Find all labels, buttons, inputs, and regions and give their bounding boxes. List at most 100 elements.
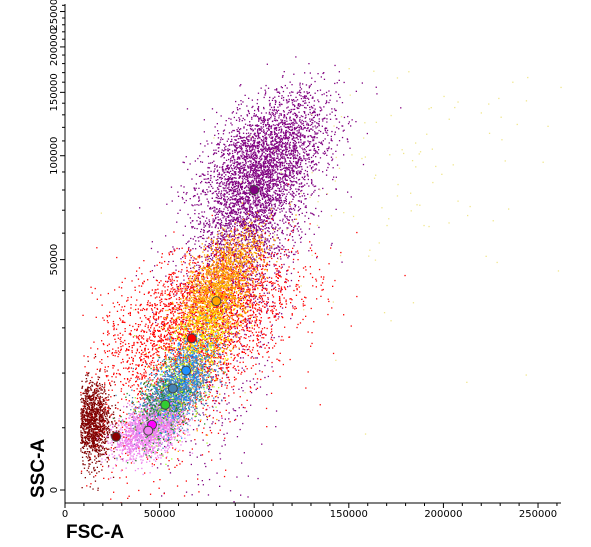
data-point [236, 415, 238, 417]
data-point [301, 147, 303, 149]
data-point [268, 241, 270, 243]
data-point [256, 170, 258, 172]
data-point [208, 230, 211, 232]
data-point [312, 166, 314, 168]
data-point [248, 148, 251, 150]
data-point [256, 177, 258, 179]
data-point [225, 224, 227, 227]
data-point [270, 117, 272, 119]
data-point [228, 249, 230, 251]
data-point [269, 171, 272, 174]
data-point [236, 188, 238, 190]
data-point [279, 163, 281, 165]
data-point [318, 195, 320, 197]
data-point [155, 321, 157, 324]
data-point [296, 154, 299, 156]
data-point [288, 123, 290, 125]
data-point [284, 132, 286, 134]
data-point [242, 216, 244, 218]
data-point [286, 102, 288, 104]
data-point [239, 162, 241, 165]
data-point [264, 215, 266, 217]
data-point [221, 214, 223, 216]
data-point [271, 167, 273, 169]
data-point [251, 182, 253, 184]
data-point [327, 134, 329, 136]
data-point [255, 230, 257, 232]
data-point [254, 134, 256, 136]
data-point [273, 110, 275, 112]
data-point [280, 205, 282, 207]
data-point [271, 120, 274, 123]
data-point [235, 180, 237, 182]
data-point [242, 297, 244, 300]
data-point [290, 119, 292, 122]
data-point [329, 118, 332, 120]
data-point [224, 199, 227, 201]
data-point [289, 216, 291, 218]
data-point [279, 158, 281, 160]
data-point [187, 213, 189, 216]
data-point [266, 159, 269, 161]
data-point [230, 278, 232, 280]
data-point [307, 123, 309, 125]
data-point [246, 196, 248, 198]
data-point [304, 141, 306, 143]
data-point [262, 191, 264, 193]
data-point [229, 220, 231, 223]
data-point [243, 127, 245, 129]
data-point [284, 123, 286, 126]
data-point [289, 285, 291, 287]
data-point [281, 146, 283, 148]
data-point [258, 182, 260, 184]
data-point [220, 178, 222, 180]
data-point [290, 122, 292, 124]
data-point [231, 249, 233, 252]
data-point [235, 190, 237, 193]
data-point [257, 217, 259, 219]
data-point [230, 229, 232, 231]
data-point [218, 367, 220, 369]
data-point [296, 228, 298, 230]
data-point [276, 126, 278, 129]
data-point [289, 111, 291, 114]
data-point [254, 221, 256, 223]
data-point [239, 263, 242, 265]
data-point [265, 256, 267, 259]
data-point [300, 141, 302, 143]
data-point [233, 210, 235, 212]
data-point [290, 181, 292, 183]
data-point [244, 159, 247, 162]
data-point [259, 210, 262, 212]
data-point [263, 130, 265, 132]
data-point [241, 172, 244, 174]
data-point [235, 168, 237, 170]
data-point [314, 131, 316, 133]
data-point [237, 156, 239, 158]
data-point [240, 154, 242, 157]
data-point [222, 248, 224, 250]
data-point [280, 173, 282, 175]
data-point [248, 268, 251, 270]
data-point [209, 175, 212, 177]
data-point [312, 126, 314, 128]
data-point [287, 163, 289, 165]
data-point [265, 149, 267, 151]
data-point [244, 224, 246, 227]
data-point [316, 115, 319, 117]
data-point [241, 367, 243, 369]
data-point [184, 225, 186, 227]
data-point [255, 198, 257, 200]
data-point [288, 166, 290, 169]
data-point [259, 309, 261, 312]
data-point [279, 162, 282, 165]
data-point [242, 198, 245, 200]
data-point [277, 135, 279, 137]
data-point [263, 197, 265, 199]
data-point [219, 305, 222, 308]
data-point [267, 252, 269, 254]
data-point [312, 213, 314, 215]
data-point [215, 179, 217, 181]
data-point [236, 219, 238, 221]
data-point [195, 277, 198, 280]
